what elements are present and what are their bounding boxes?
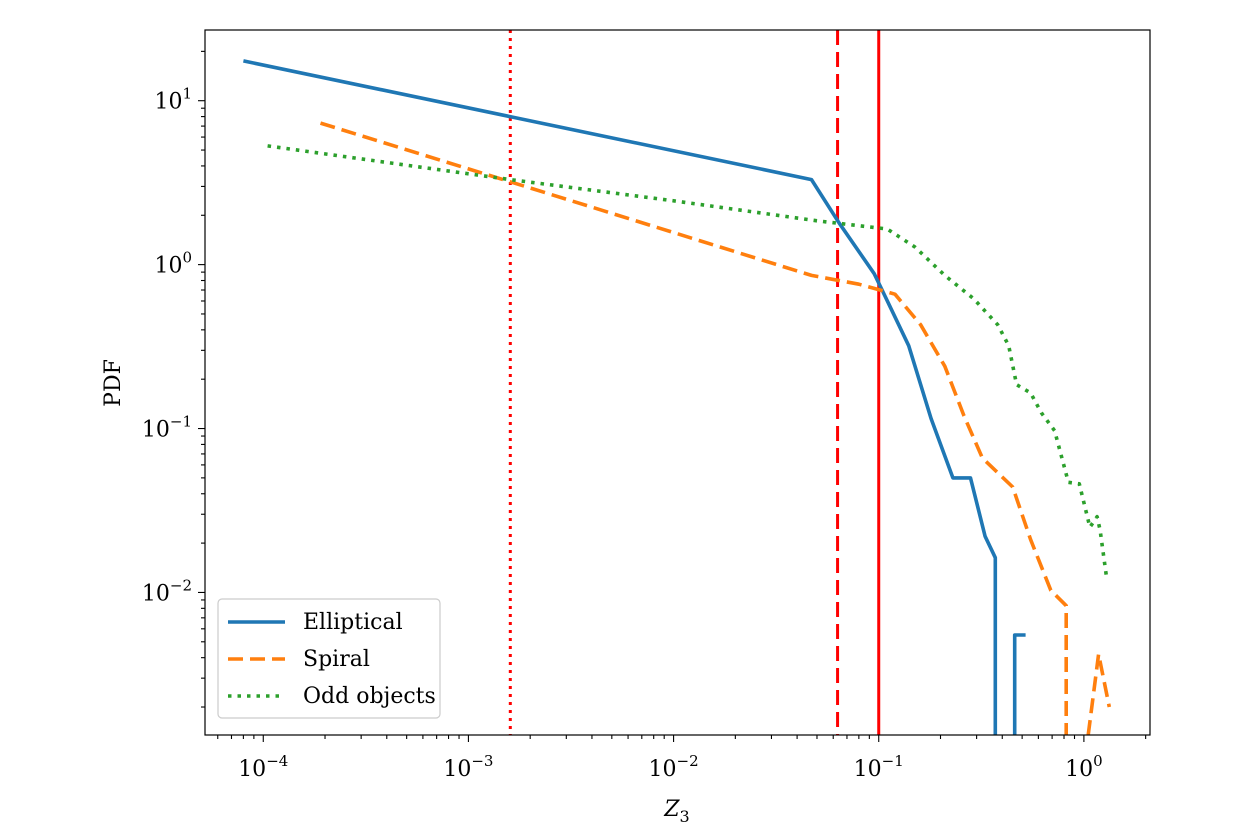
- x-tick-label: 10−3: [443, 752, 493, 782]
- x-tick-label: 10−1: [854, 752, 904, 782]
- legend: Elliptical Spiral Odd objects: [217, 598, 441, 719]
- legend-label-elliptical: Elliptical: [303, 610, 403, 635]
- legend-label-spiral: Spiral: [303, 647, 370, 672]
- series-line-spiral: [319, 121, 1068, 735]
- x-axis-label: Z3: [663, 797, 689, 826]
- y-tick-label: 10−2: [142, 576, 192, 606]
- y-tick-label: 101: [154, 85, 192, 115]
- y-tick-label: 10−1: [142, 413, 192, 443]
- x-axis: 10−4 10−3 10−2 10−1 100: [217, 735, 1147, 782]
- x-tick-label: 100: [1065, 752, 1103, 782]
- series-line-elliptical: [1012, 633, 1026, 735]
- series-lines: [243, 59, 1112, 735]
- x-tick-label: 10−4: [238, 752, 288, 782]
- y-axis-label: PDF: [101, 359, 126, 407]
- series-line-odd-objects: [267, 144, 1109, 578]
- legend-box: [217, 598, 441, 719]
- legend-label-odd-objects: Odd objects: [303, 684, 436, 709]
- y-tick-label: 100: [154, 249, 192, 279]
- series-line-spiral: [1086, 652, 1112, 735]
- x-tick-label: 10−2: [649, 752, 699, 782]
- series-line-elliptical: [243, 59, 998, 735]
- plot-frame: [204, 29, 1151, 736]
- reference-lines: [508, 30, 881, 735]
- y-axis: 10−2 10−1 100 101: [142, 50, 205, 708]
